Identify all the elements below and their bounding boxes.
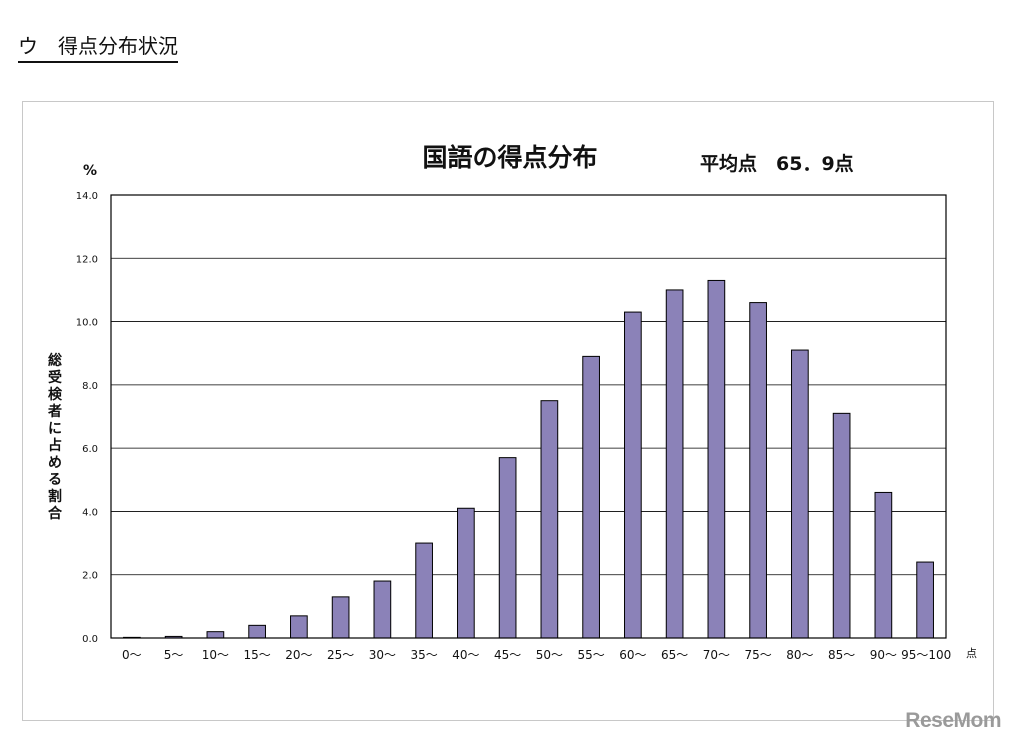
y-tick-label: 14.0 bbox=[76, 191, 98, 202]
x-tick-label: 85～ bbox=[828, 648, 855, 662]
chart-frame bbox=[22, 101, 994, 721]
x-tick-label: 20～ bbox=[285, 648, 312, 662]
y-tick-label: 4.0 bbox=[82, 507, 98, 518]
y-unit-label: % bbox=[83, 163, 97, 179]
x-tick-label: 60～ bbox=[619, 648, 646, 662]
bar bbox=[331, 596, 350, 639]
x-tick-label: 95～100 bbox=[901, 648, 951, 662]
bar bbox=[248, 624, 266, 639]
bar bbox=[415, 542, 433, 639]
x-tick-label: 30～ bbox=[369, 648, 396, 662]
x-tick-label: 0～ bbox=[122, 648, 142, 662]
bar bbox=[832, 412, 851, 639]
x-tick-label: 75～ bbox=[744, 648, 771, 662]
section-heading: ウ 得点分布状況 bbox=[18, 30, 178, 63]
y-tick-label: 10.0 bbox=[76, 318, 98, 329]
bar bbox=[206, 631, 225, 639]
x-tick-label: 50～ bbox=[536, 648, 563, 662]
bar bbox=[665, 289, 684, 639]
bar bbox=[624, 311, 642, 639]
x-tick-label: 45～ bbox=[494, 648, 521, 662]
bar bbox=[916, 561, 934, 639]
x-tick-label: 35～ bbox=[410, 648, 437, 662]
x-tick-label: 15～ bbox=[243, 648, 270, 662]
y-tick-label: 0.0 bbox=[82, 634, 98, 645]
x-tick-label: 40～ bbox=[452, 648, 479, 662]
bar bbox=[874, 491, 893, 639]
x-tick-label: 10～ bbox=[202, 648, 229, 662]
bar bbox=[791, 349, 809, 639]
bar bbox=[498, 457, 517, 639]
x-tick-label: 25～ bbox=[327, 648, 354, 662]
plot-area-border bbox=[110, 194, 947, 639]
bar bbox=[290, 615, 308, 639]
x-tick-label: 65～ bbox=[661, 648, 688, 662]
bar bbox=[582, 355, 600, 639]
x-tick-label: 5～ bbox=[164, 648, 184, 662]
mean-score-annotation: 平均点 65．9点 bbox=[700, 152, 854, 175]
bar bbox=[540, 400, 559, 639]
chart-title: 国語の得点分布 bbox=[422, 143, 597, 172]
y-tick-label: 12.0 bbox=[76, 254, 98, 265]
x-tick-label: 90～ bbox=[870, 648, 897, 662]
resemom-watermark: ReseMom bbox=[905, 709, 1001, 732]
y-tick-label: 8.0 bbox=[82, 381, 98, 392]
bar bbox=[749, 302, 767, 639]
bar bbox=[457, 507, 475, 639]
y-tick-label: 2.0 bbox=[82, 571, 98, 582]
x-tick-label: 55～ bbox=[577, 648, 604, 662]
x-tick-label: 80～ bbox=[786, 648, 813, 662]
x-tick-label: 70～ bbox=[703, 648, 730, 662]
y-tick-label: 6.0 bbox=[82, 444, 98, 455]
x-unit-label: 点 bbox=[966, 647, 977, 660]
y-axis-label: 総受検者に占める割合 bbox=[48, 352, 63, 522]
bar bbox=[707, 279, 726, 639]
bar bbox=[373, 580, 392, 639]
